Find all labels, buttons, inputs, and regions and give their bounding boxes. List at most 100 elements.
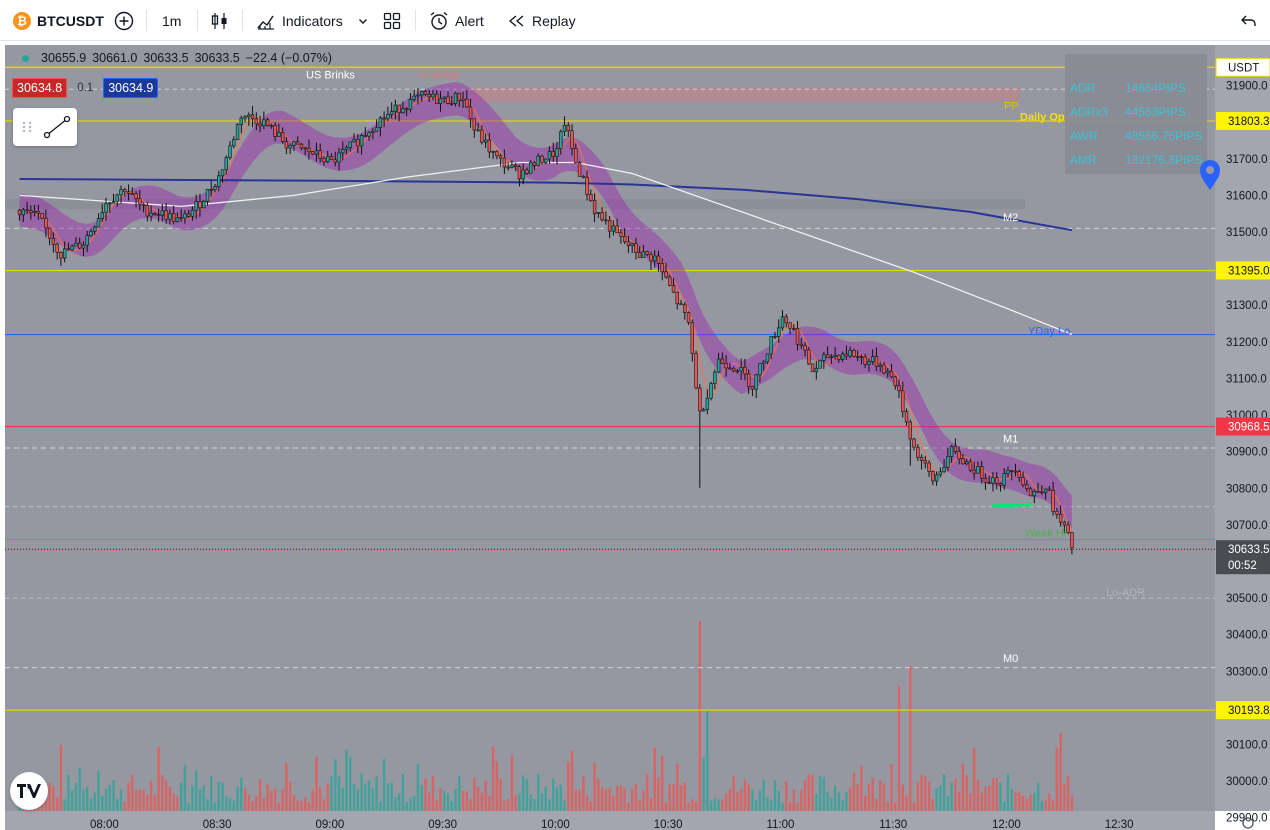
volume-bar — [273, 788, 277, 811]
volume-bar — [416, 763, 420, 811]
volume-bar — [661, 755, 664, 811]
candle-body — [709, 383, 713, 399]
volume-bar — [55, 797, 59, 811]
candle-body — [780, 316, 785, 329]
legend-high: 30661.0 — [92, 51, 138, 65]
sell-price-button[interactable]: 30634.8 — [12, 78, 68, 98]
compare-symbol-button[interactable] — [114, 0, 134, 41]
candle-body — [427, 94, 431, 98]
volume-bar — [649, 797, 653, 811]
layout-button[interactable] — [383, 0, 401, 41]
drawn-green-line[interactable] — [991, 503, 1033, 508]
stat-label: AWR — [1070, 129, 1098, 143]
candle-body — [995, 477, 999, 484]
symbol-search-button[interactable]: ₿ BTCUSDT — [13, 0, 104, 41]
drag-handle-icon[interactable] — [18, 117, 36, 137]
chart-annotation-label: US Brinks — [306, 69, 355, 81]
chart-type-button[interactable] — [211, 0, 229, 41]
buy-price-button[interactable]: 30634.9 — [103, 78, 159, 98]
candle-body — [562, 124, 567, 133]
candle-body — [190, 209, 195, 217]
volume-bar — [687, 802, 690, 811]
candle-body — [919, 456, 924, 461]
volume-bar — [815, 793, 818, 811]
price-level-tag-label: USDT — [1228, 62, 1259, 74]
indicator-templates-dropdown[interactable] — [357, 0, 369, 41]
location-pin-icon[interactable] — [1199, 159, 1221, 191]
volume-bar — [67, 774, 70, 811]
candle-body — [378, 117, 383, 128]
candle-body — [559, 131, 563, 149]
candle-body — [589, 193, 593, 201]
candle-body — [547, 150, 552, 160]
candle-body — [634, 243, 638, 253]
indicators-button[interactable]: Indicators — [256, 0, 343, 41]
volume-bar — [931, 799, 935, 811]
candle-body — [153, 212, 157, 215]
candle-body — [1043, 488, 1048, 493]
candle-body — [953, 445, 958, 452]
candle-body — [536, 155, 540, 166]
volume-bar — [890, 764, 893, 811]
volume-bar — [360, 773, 363, 811]
time-tick-label: 09:00 — [316, 819, 345, 830]
volume-bar — [863, 795, 867, 811]
plus-circle-icon — [114, 11, 134, 30]
candle-body — [250, 114, 255, 120]
volume-bar — [70, 790, 74, 811]
legend-low: 30633.5 — [143, 51, 189, 65]
volume-bar — [570, 750, 574, 811]
undo-button[interactable] — [1240, 0, 1258, 41]
candle-body — [600, 212, 604, 221]
alert-button[interactable]: Alert — [429, 0, 484, 41]
volume-bar — [717, 799, 720, 811]
price-level-tag-label: 30968.5 — [1228, 422, 1270, 434]
candle-body — [311, 151, 315, 155]
candle-body — [483, 139, 488, 143]
volume-bar — [183, 764, 187, 811]
chart-background[interactable] — [5, 45, 1215, 811]
candle-body — [822, 354, 826, 361]
interval-button[interactable]: 1m — [162, 0, 181, 41]
volume-bar — [732, 776, 735, 811]
candle-body — [867, 361, 871, 365]
candle-body — [848, 350, 852, 357]
candle-body — [450, 103, 454, 105]
candle-body — [280, 132, 285, 142]
candle-body — [194, 201, 198, 211]
candle-body — [874, 356, 879, 367]
volume-bar — [773, 780, 777, 811]
candle-body — [795, 328, 800, 345]
volume-bar — [179, 782, 183, 811]
candle-body — [544, 158, 548, 163]
replay-button[interactable]: Replay — [508, 0, 576, 41]
volume-bar — [285, 762, 288, 811]
candle-body — [1017, 471, 1021, 478]
candle-body — [991, 477, 995, 484]
volume-bar — [303, 797, 307, 811]
settings-gear-icon[interactable] — [1242, 817, 1254, 829]
time-axis[interactable] — [5, 811, 1215, 830]
volume-bar — [826, 791, 829, 811]
candle-body — [668, 276, 672, 286]
volume-bar — [491, 746, 495, 811]
candle-body — [784, 316, 788, 324]
volume-bar — [48, 782, 51, 811]
time-tick-label: 08:30 — [203, 819, 232, 830]
trend-line-tool-icon[interactable] — [42, 112, 72, 142]
tradingview-logo[interactable] — [10, 772, 48, 810]
candle-body — [100, 212, 104, 219]
volume-bar — [397, 793, 401, 811]
replay-label: Replay — [532, 12, 576, 29]
volume-bar — [612, 795, 615, 811]
volume-bar — [446, 793, 450, 811]
volume-bar — [311, 789, 314, 811]
volume-bar — [439, 788, 442, 811]
legend-open: 30655.9 — [41, 51, 87, 65]
chart-area[interactable]: US Brinks NewYork PP Daily Open M2 YDay Lo M1 W… — [0, 41, 1270, 830]
candle-body — [476, 129, 480, 132]
volume-bar — [758, 790, 762, 811]
candle-body — [288, 144, 292, 149]
time-tick-label: 11:00 — [767, 819, 795, 830]
